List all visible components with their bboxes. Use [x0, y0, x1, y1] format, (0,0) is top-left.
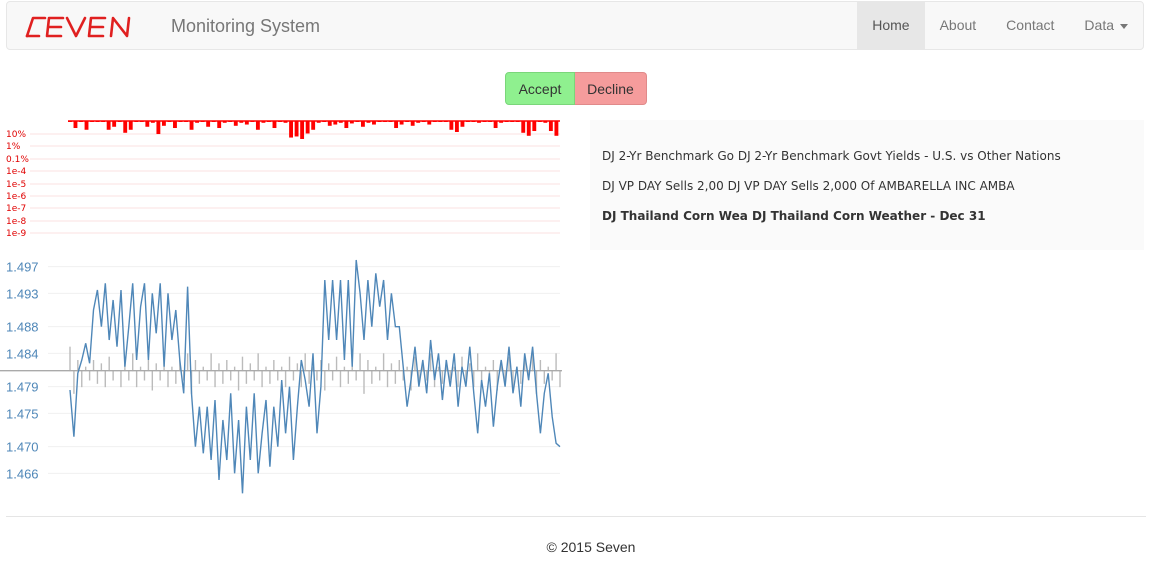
bar-tick-label: 1e-9	[6, 229, 27, 239]
price-tick-label: 1.475	[6, 406, 39, 421]
decline-button[interactable]: Decline	[575, 72, 647, 105]
brand-title[interactable]: Monitoring System	[171, 16, 321, 36]
price-tick-label: 1.470	[6, 440, 39, 455]
probability-bar	[233, 121, 238, 126]
nav-contact[interactable]: Contact	[1006, 17, 1055, 33]
probability-bar	[300, 121, 305, 139]
probability-bar	[416, 121, 421, 123]
probability-bar	[156, 121, 161, 135]
probability-bar	[244, 121, 249, 125]
footer-divider	[6, 516, 1146, 517]
probability-bar	[195, 121, 200, 123]
nav-about[interactable]: About	[939, 17, 977, 33]
price-tick-label: 1.488	[6, 320, 39, 335]
probability-bar	[499, 121, 504, 123]
nav-data-dropdown[interactable]: Data	[1069, 2, 1143, 49]
probability-bar	[311, 121, 316, 130]
probability-bar	[344, 121, 349, 129]
probability-bar	[150, 121, 155, 123]
probability-bar	[532, 121, 537, 132]
footer-copyright: © 2015 Seven	[546, 539, 636, 555]
probability-bar	[128, 121, 133, 130]
probability-bar	[338, 121, 343, 123]
accept-button[interactable]: Accept	[505, 72, 575, 105]
probability-bar	[449, 121, 454, 130]
probability-bar	[316, 121, 321, 123]
price-tick-label: 1.493	[6, 286, 39, 301]
navbar: Monitoring System Home About Contact Dat…	[6, 1, 1144, 50]
probability-bar	[239, 121, 244, 123]
probability-bar-panel: 10% 1% 0.1% 1e-4 1e-5 1e-6 1e-7 1e-8 1e-9	[6, 120, 560, 239]
probability-bar	[349, 121, 354, 124]
probability-bar	[493, 121, 498, 129]
probability-bar	[217, 121, 222, 129]
probability-bar	[521, 121, 526, 133]
bar-tick-label: 10%	[6, 130, 26, 140]
probability-bar	[173, 121, 177, 129]
probability-bar	[543, 121, 548, 123]
bar-tick-label: 1e-5	[6, 180, 26, 190]
probability-bar	[410, 121, 415, 126]
probability-bar	[554, 121, 559, 136]
probability-bar	[123, 121, 128, 133]
news-item[interactable]: DJ Thailand Corn Wea DJ Thailand Corn We…	[602, 209, 986, 223]
bar-tick-label: 0.1%	[6, 155, 29, 165]
probability-bar	[261, 121, 266, 123]
seven-logo-icon	[25, 16, 131, 38]
probability-bar	[366, 121, 371, 123]
probability-bar	[283, 121, 288, 123]
main-nav: Home About Contact Data	[857, 2, 1143, 49]
probability-bar	[394, 121, 399, 129]
probability-bar	[333, 121, 338, 125]
probability-bar	[454, 121, 459, 132]
probability-bar	[189, 121, 194, 130]
probability-bar	[112, 121, 117, 127]
price-series-line	[69, 259, 561, 494]
bar-tick-label: 1e-7	[6, 204, 26, 214]
price-line-panel: 1.497 1.493 1.488 1.484 1.479 1.475 1.470 1.466	[0, 260, 562, 494]
bar-tick-label: 1%	[6, 142, 21, 152]
price-tick-label: 1.466	[6, 466, 39, 481]
probability-bar	[427, 121, 432, 125]
probability-bar	[548, 121, 553, 132]
price-tick-label: 1.484	[6, 346, 39, 361]
bar-tick-label: 1e-8	[6, 217, 27, 227]
news-item[interactable]: DJ VP DAY Sells 2,00 DJ VP DAY Sells 2,0…	[602, 179, 1015, 193]
decision-button-group: Accept Decline	[505, 72, 647, 105]
news-item[interactable]: DJ 2-Yr Benchmark Go DJ 2-Yr Benchmark G…	[602, 149, 1061, 163]
probability-bar	[222, 121, 227, 123]
bar-tick-label: 1e-6	[6, 192, 27, 202]
monitoring-chart: 10%1%0.1%1e-41e-51e-61e-71e-81e-91.4971.…	[0, 120, 562, 494]
probability-bar	[272, 121, 277, 129]
news-panel: DJ 2-Yr Benchmark Go DJ 2-Yr Benchmark G…	[590, 120, 1144, 250]
probability-bar	[145, 121, 150, 127]
probability-bar	[294, 121, 299, 137]
brand-logo[interactable]	[23, 14, 161, 43]
probability-bar	[84, 121, 89, 130]
probability-bar	[327, 121, 332, 126]
probability-bar	[372, 121, 376, 125]
probability-bar	[526, 121, 531, 136]
probability-bar	[255, 121, 260, 130]
price-tick-label: 1.497	[6, 260, 39, 275]
probability-bar	[73, 121, 78, 129]
probability-bar	[460, 121, 465, 127]
nav-data-label: Data	[1084, 17, 1114, 33]
bar-tick-label: 1e-4	[6, 167, 27, 177]
price-tick-label: 1.479	[6, 380, 39, 395]
probability-bar	[206, 121, 211, 127]
probability-bar	[161, 121, 166, 126]
caret-down-icon	[1120, 23, 1128, 29]
probability-bar	[305, 121, 310, 134]
nav-home[interactable]: Home	[857, 2, 925, 49]
probability-bar	[360, 121, 365, 127]
probability-bar	[399, 121, 404, 125]
probability-bar	[289, 121, 293, 138]
probability-bar	[477, 121, 481, 123]
probability-bar	[106, 121, 111, 130]
